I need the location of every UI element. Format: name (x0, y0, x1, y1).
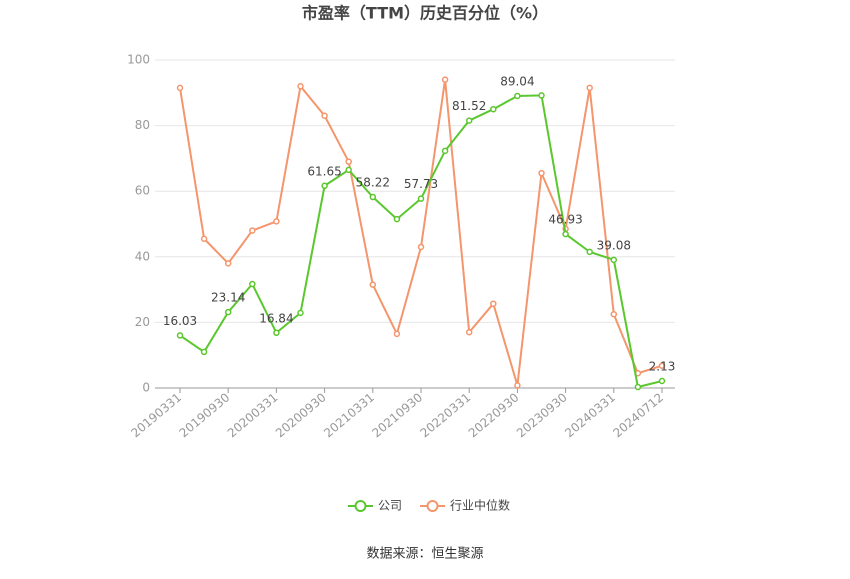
point (514, 92, 521, 100)
point (273, 218, 280, 225)
point (586, 84, 593, 92)
legend-marker (426, 500, 439, 512)
point (345, 158, 352, 165)
source: 数据来源：恒生聚源 (366, 547, 483, 562)
chart-title: 市盈率（TTM）历史百分位（%） (302, 4, 548, 23)
point (176, 332, 184, 339)
point (441, 147, 449, 155)
data-label: 58.22 (356, 176, 390, 190)
x-tick-label: 20220331 (418, 390, 474, 440)
point (465, 328, 473, 336)
data-label: 2.13 (649, 360, 676, 374)
y-tick-label: 20 (135, 315, 150, 329)
point (465, 117, 473, 124)
point (441, 76, 449, 83)
x-tick-label: 20210930 (369, 390, 425, 440)
x-tick-label: 20190930 (177, 390, 233, 440)
point (634, 383, 642, 391)
point (562, 230, 569, 238)
point (417, 243, 425, 251)
data-label: 16.84 (259, 311, 293, 325)
y-tick-label: 100 (127, 53, 150, 67)
legend-label: 公司 (378, 499, 402, 513)
point (538, 169, 545, 177)
point (273, 329, 280, 337)
point (297, 309, 304, 317)
data-label: 81.52 (452, 99, 486, 113)
point (514, 382, 521, 389)
legend-label: 行业中位数 (450, 498, 510, 513)
y-tick-label: 40 (135, 249, 150, 263)
legend-marker (354, 500, 367, 512)
point (610, 256, 618, 264)
y-tick-label: 80 (135, 118, 150, 132)
point (249, 280, 256, 288)
x-tick-label: 20230930 (514, 390, 570, 440)
point (393, 215, 401, 223)
data-label: 23.14 (211, 291, 245, 305)
point (658, 362, 666, 369)
point (297, 82, 304, 90)
x-tick-label: 20240331 (562, 390, 618, 440)
point (321, 112, 328, 120)
point (224, 260, 232, 267)
point (345, 166, 352, 174)
point (369, 193, 377, 201)
x-tick-label: 20220930 (466, 390, 522, 440)
point (393, 330, 401, 338)
point (538, 92, 545, 99)
data-label: 61.65 (307, 164, 341, 178)
point (658, 377, 666, 385)
point (610, 310, 618, 318)
x-tick-label: 20200331 (225, 390, 281, 440)
data-label: 57.73 (404, 177, 438, 191)
data-label: 16.03 (163, 314, 197, 328)
point (249, 227, 256, 234)
point (369, 281, 377, 288)
point (321, 182, 328, 190)
x-tick-label: 20240712 (610, 390, 666, 440)
point (224, 308, 232, 316)
y-tick-label: 60 (135, 184, 150, 198)
point (176, 84, 184, 92)
point (586, 248, 593, 256)
point (490, 105, 497, 113)
data-label: 89.04 (500, 74, 534, 88)
x-tick-label: 20190331 (128, 390, 184, 440)
y-tick-label: 0 (142, 381, 150, 395)
point (490, 300, 497, 307)
data-label: 39.08 (597, 238, 631, 252)
x-tick-label: 20200930 (273, 390, 329, 440)
point (200, 235, 208, 243)
x-tick-label: 20210331 (321, 390, 377, 440)
point (200, 348, 208, 356)
data-label: 46.93 (548, 213, 582, 227)
point (417, 195, 425, 202)
